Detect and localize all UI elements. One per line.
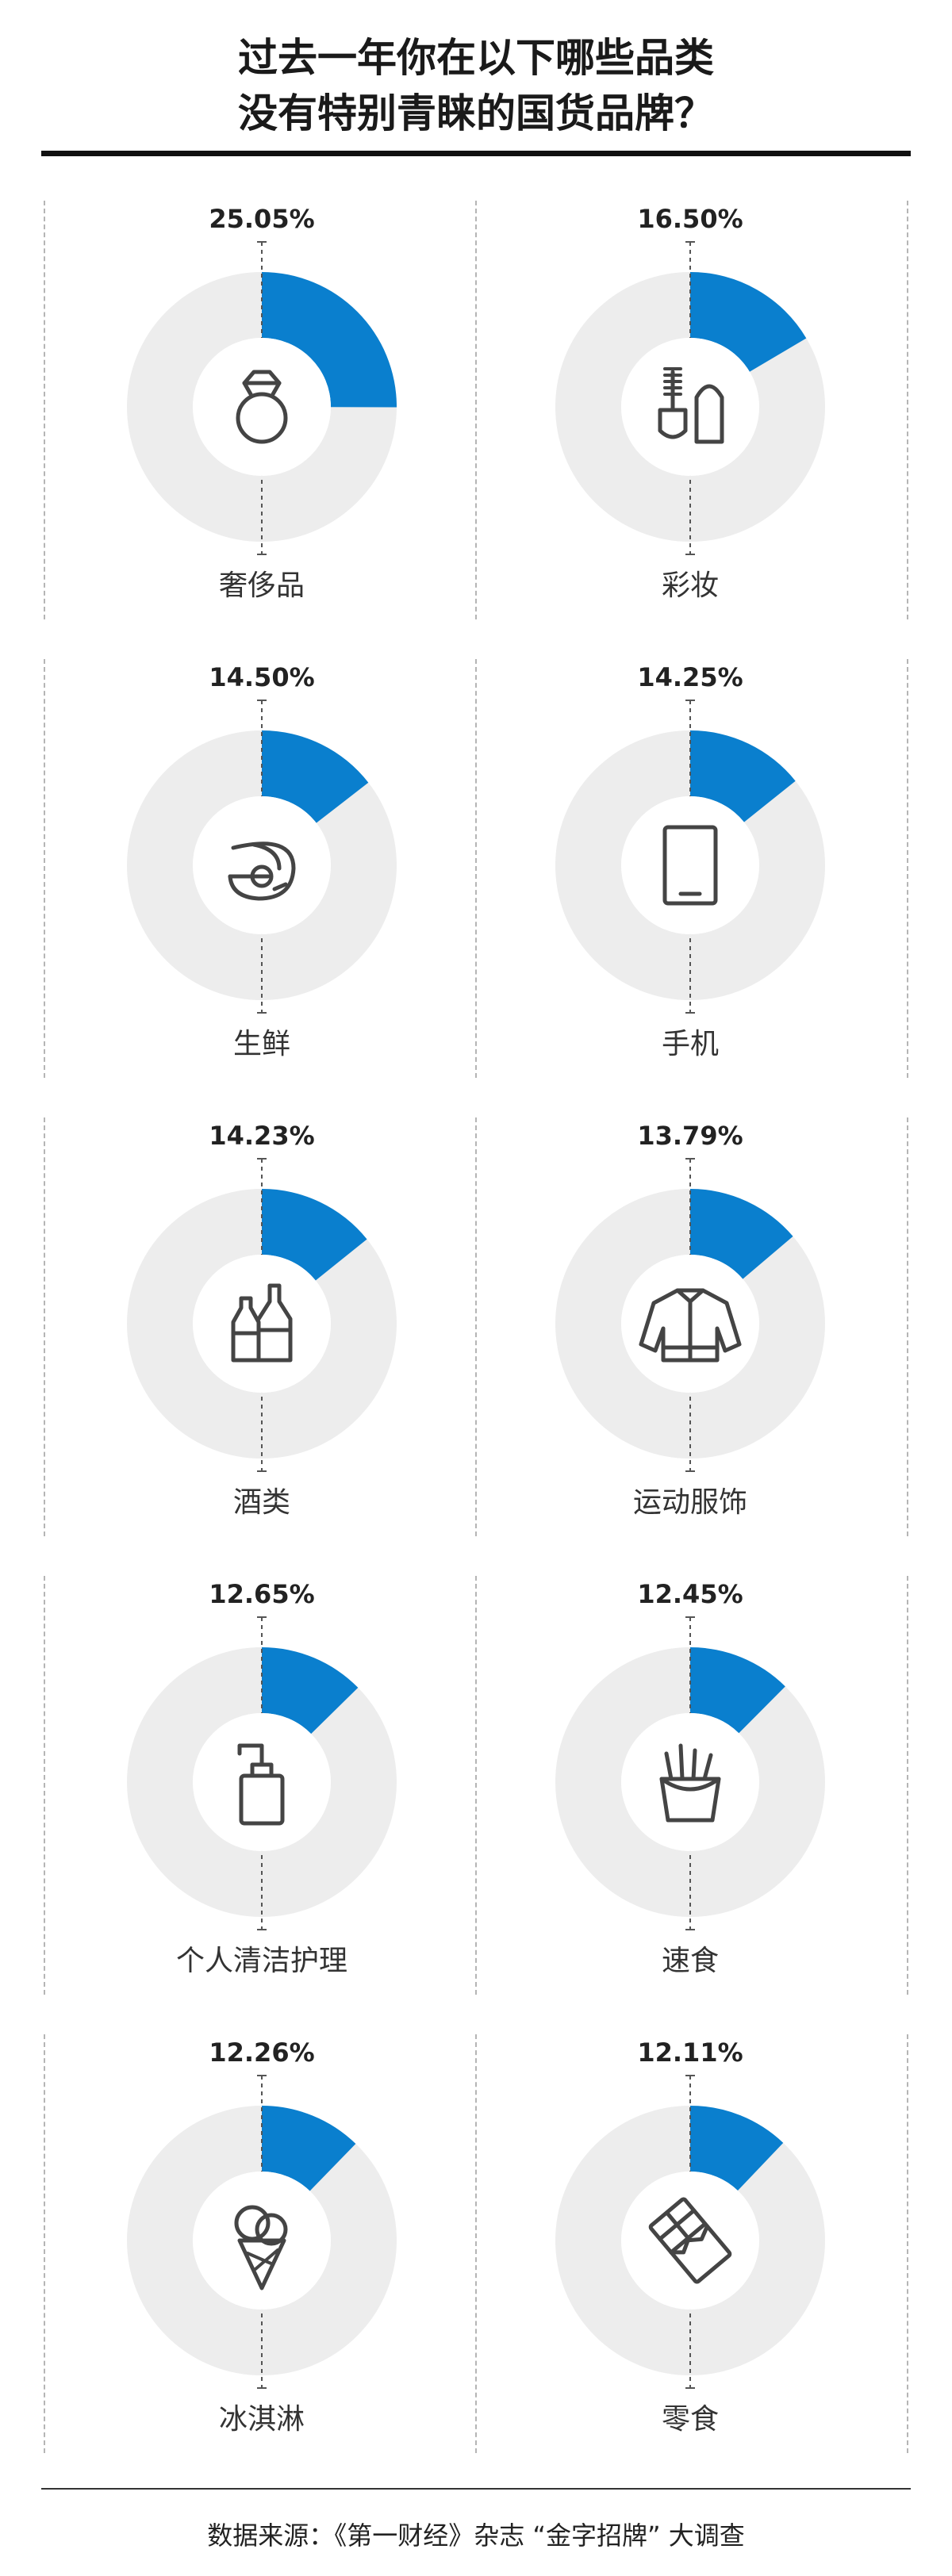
dashed-divider [907, 1576, 908, 1995]
data-label: 14.23% [209, 1121, 315, 1151]
donut-slice-奢侈品 [262, 272, 397, 408]
bottles-icon [231, 1283, 293, 1363]
donut-chart [555, 2075, 825, 2389]
donut-chart [555, 700, 825, 1014]
title-line-1: 过去一年你在以下哪些品类 [238, 35, 714, 81]
ring-icon [236, 370, 288, 444]
bottom-rule [41, 2488, 911, 2490]
title-line-2: 没有特别青睐的国货品牌？ [238, 90, 714, 136]
donut-chart [127, 1616, 397, 1930]
phone-icon [662, 825, 718, 906]
category-label: 生鲜 [232, 1028, 290, 1060]
donut-hole [193, 1255, 331, 1393]
donut-cell: 12.45% 速食 [476, 1568, 904, 2012]
category-label: 速食 [661, 1945, 719, 1977]
donut-slice-彩妆 [690, 272, 807, 372]
category-label: 零食 [661, 2403, 719, 2436]
donut-slice-冰淇淋 [262, 2106, 356, 2191]
donut-cell: 14.25% 手机 [476, 651, 904, 1095]
donut-slice-手机 [690, 730, 796, 822]
pump-bottle-icon [237, 1743, 285, 1826]
dashed-divider [44, 1576, 45, 1995]
dashed-divider [907, 659, 908, 1078]
data-label: 25.05% [209, 204, 315, 234]
source-note: 数据来源：《第一财经》杂志 “金字招牌” 大调查 [207, 2520, 745, 2551]
dashed-divider [475, 659, 477, 1078]
donut-hole [621, 1713, 759, 1851]
donut-hole [193, 338, 331, 476]
donut-slice-生鲜 [262, 730, 369, 823]
donut-cell: 12.11% 零食 [476, 2026, 904, 2471]
dashed-divider [44, 659, 45, 1078]
data-label: 12.26% [209, 2037, 315, 2068]
category-label: 手机 [661, 1028, 719, 1060]
jacket-icon [639, 1288, 742, 1363]
dashed-divider [44, 2034, 45, 2453]
dashed-divider [44, 1117, 45, 1536]
data-label: 13.79% [637, 1121, 743, 1151]
donut-slice-个人清洁护理 [262, 1647, 359, 1735]
dashed-divider [907, 2034, 908, 2453]
donut-chart [127, 700, 397, 1014]
chart-title: 过去一年你在以下哪些品类 没有特别青睐的国货品牌？ [0, 30, 952, 141]
dashed-divider [907, 201, 908, 619]
data-label: 12.65% [209, 1579, 315, 1609]
donut-chart [555, 1158, 825, 1472]
shrimp-icon [228, 841, 296, 901]
category-label: 奢侈品 [218, 569, 305, 602]
ice-cream-icon [234, 2205, 288, 2290]
dashed-divider [475, 201, 477, 619]
donut-cell: 12.26% 冰淇淋 [48, 2026, 476, 2471]
donut-cell: 25.05% 奢侈品 [48, 193, 476, 637]
data-label: 12.45% [637, 1579, 743, 1609]
donut-hole [621, 338, 759, 476]
donut-cell: 14.23% 酒类 [48, 1110, 476, 1554]
category-label: 冰淇淋 [218, 2403, 305, 2436]
donut-cell: 16.50% 彩妆 [476, 193, 904, 637]
dashed-divider [475, 2034, 477, 2453]
data-label: 14.50% [209, 662, 315, 692]
donut-hole [193, 1713, 331, 1851]
dashed-divider [44, 201, 45, 619]
data-label: 14.25% [637, 662, 743, 692]
dashed-divider [475, 1117, 477, 1536]
data-label: 16.50% [637, 204, 743, 234]
category-label: 酒类 [232, 1486, 290, 1519]
dashed-divider [475, 1576, 477, 1995]
dashed-divider [907, 1117, 908, 1536]
donut-chart [127, 241, 397, 555]
donut-hole [621, 796, 759, 934]
chocolate-icon [648, 2197, 732, 2284]
top-rule [41, 151, 911, 156]
donut-cell: 13.79% 运动服饰 [476, 1110, 904, 1554]
donut-chart [127, 1158, 397, 1472]
donut-cell: 14.50% 生鲜 [48, 651, 476, 1095]
donut-chart [127, 2075, 397, 2389]
donut-chart [555, 1616, 825, 1930]
donut-chart [555, 241, 825, 555]
donut-slice-零食 [690, 2106, 784, 2191]
category-label: 个人清洁护理 [175, 1945, 347, 1977]
donut-cell: 12.65% 个人清洁护理 [48, 1568, 476, 2012]
data-label: 12.11% [637, 2037, 743, 2068]
donut-slice-运动服饰 [690, 1189, 793, 1279]
category-label: 运动服饰 [632, 1486, 747, 1519]
cosmetics-icon [658, 367, 724, 444]
donut-slice-酒类 [262, 1189, 367, 1281]
donut-slice-速食 [690, 1647, 785, 1734]
fries-icon [659, 1743, 721, 1823]
category-label: 彩妆 [661, 569, 719, 602]
